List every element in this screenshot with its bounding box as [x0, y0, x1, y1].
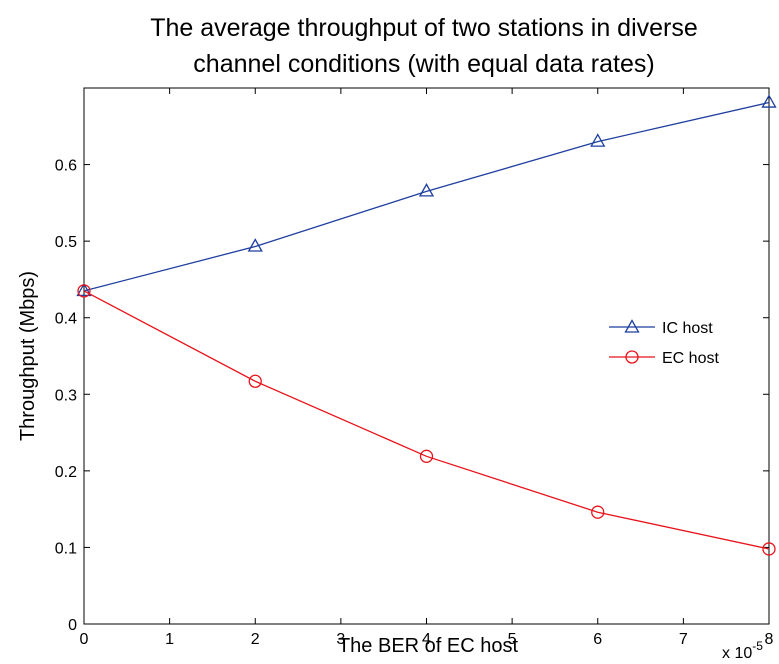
x-multiplier: x 10-5: [722, 639, 763, 662]
x-tick-label: 2: [251, 631, 260, 648]
data-point-ec-host: [77, 284, 91, 298]
x-axis-label: The BER of EC host: [338, 635, 519, 657]
legend-label-ec-host: EC host: [662, 350, 719, 367]
x-tick-label: 7: [679, 631, 688, 648]
y-tick-label: 0.1: [55, 540, 77, 557]
data-point-ec-host: [248, 374, 262, 388]
legend-marker-ic-host: [624, 319, 640, 333]
data-point-ec-host: [762, 542, 776, 556]
x-tick-label: 8: [765, 631, 774, 648]
y-tick-label: 0.3: [55, 387, 77, 404]
data-point-ic-host: [247, 238, 263, 252]
y-tick-label: 0.2: [55, 464, 77, 481]
y-tick-label: 0: [68, 617, 77, 634]
x-tick-label: 6: [593, 631, 602, 648]
data-point-ic-host: [418, 183, 435, 197]
x-tick-label: 1: [165, 631, 174, 648]
series-layer: [76, 94, 777, 556]
data-point-ic-host: [590, 133, 606, 147]
ticks-layer: 0 1 2 3 4 5 6 7 8 0 0.1 0.2 0.3 0.4 0.5 0.6: [55, 88, 774, 648]
x-tick-label: 4: [422, 631, 431, 648]
y-tick-label: 0.6: [55, 158, 77, 175]
data-point-ic-host: [761, 94, 777, 108]
plot-area-frame: [83, 87, 770, 625]
data-point-ec-host: [591, 505, 605, 519]
series-line-ec-host: [83, 290, 770, 550]
y-axis-label: Throughput (Mbps): [17, 271, 39, 441]
chart-title-line-1: The average throughput of two stations i…: [150, 14, 698, 42]
chart-title-line-2: channel conditions (with equal data rate…: [193, 50, 654, 78]
legend-marker-ec-host: [625, 350, 639, 364]
legend-label-ic-host: IC host: [662, 320, 713, 337]
x-tick-label: 3: [336, 631, 345, 648]
data-point-ic-host: [76, 282, 92, 297]
y-tick-label: 0.5: [55, 234, 77, 251]
legend: IC host EC host: [609, 319, 719, 367]
data-point-ec-host: [419, 449, 434, 463]
x-tick-label: 5: [508, 631, 517, 648]
y-tick-label: 0.4: [55, 311, 77, 328]
series-line-ic-host: [83, 101, 770, 292]
x-multiplier-base: x 10: [722, 645, 752, 662]
x-tick-label: 0: [80, 631, 89, 648]
x-multiplier-exponent: -5: [752, 639, 763, 653]
